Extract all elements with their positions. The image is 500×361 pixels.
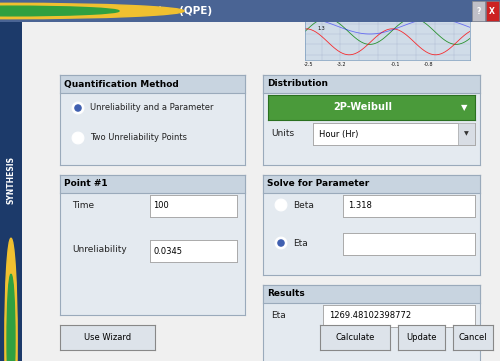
Text: Unreliability: Unreliability — [72, 245, 127, 255]
Circle shape — [75, 105, 81, 111]
Text: -3.2: -3.2 — [336, 62, 346, 67]
Circle shape — [7, 274, 15, 361]
Text: 2P-Weibull: 2P-Weibull — [334, 103, 392, 113]
Text: 100: 100 — [154, 201, 169, 210]
Text: -2.5: -2.5 — [304, 62, 313, 67]
Text: Results: Results — [268, 290, 305, 299]
Text: 0.0345: 0.0345 — [154, 247, 182, 256]
Text: 1269.48102398772: 1269.48102398772 — [329, 312, 411, 321]
Text: SYNTHESIS: SYNTHESIS — [6, 157, 16, 204]
Text: Quick Parameter Estimator (QPE): Quick Parameter Estimator (QPE) — [16, 6, 212, 16]
Text: Beta: Beta — [293, 200, 314, 209]
Text: Solve for Parameter: Solve for Parameter — [268, 179, 370, 188]
Text: ?: ? — [476, 6, 480, 16]
Text: Units: Units — [271, 129, 294, 138]
Text: 2.0: 2.0 — [338, 3, 345, 8]
Circle shape — [275, 199, 287, 211]
Text: ▼: ▼ — [462, 103, 468, 112]
Circle shape — [275, 237, 287, 249]
Text: Two Unreliability Points: Two Unreliability Points — [90, 134, 187, 143]
Text: Use Wizard: Use Wizard — [84, 333, 131, 342]
Circle shape — [5, 238, 17, 361]
Text: Cancel: Cancel — [458, 333, 488, 342]
Bar — [472, 1, 484, 21]
Circle shape — [72, 132, 84, 144]
Circle shape — [0, 6, 119, 16]
Text: X: X — [490, 6, 495, 16]
Text: Eta: Eta — [293, 239, 308, 248]
Bar — [486, 1, 498, 21]
Text: -0.1: -0.1 — [391, 62, 400, 67]
Text: -0.8: -0.8 — [424, 62, 434, 67]
Circle shape — [72, 102, 84, 114]
Text: 1.318: 1.318 — [348, 201, 372, 210]
Text: Time: Time — [72, 200, 94, 209]
Text: Calculate: Calculate — [336, 333, 374, 342]
Text: ▼: ▼ — [464, 131, 469, 136]
Text: Quantification Method: Quantification Method — [64, 79, 178, 88]
Text: 1.3: 1.3 — [318, 26, 326, 31]
Circle shape — [278, 240, 284, 246]
Text: Hour (Hr): Hour (Hr) — [320, 130, 359, 139]
Text: 3.7: 3.7 — [446, 3, 454, 8]
Circle shape — [0, 3, 184, 19]
Text: 0.4: 0.4 — [370, 3, 378, 8]
Text: Point #1: Point #1 — [64, 179, 108, 188]
Text: Eta: Eta — [271, 310, 286, 319]
Text: Unreliability and a Parameter: Unreliability and a Parameter — [90, 104, 214, 113]
Text: 5.5: 5.5 — [408, 3, 416, 8]
Text: Distribution: Distribution — [268, 79, 328, 88]
Text: Update: Update — [406, 333, 437, 342]
